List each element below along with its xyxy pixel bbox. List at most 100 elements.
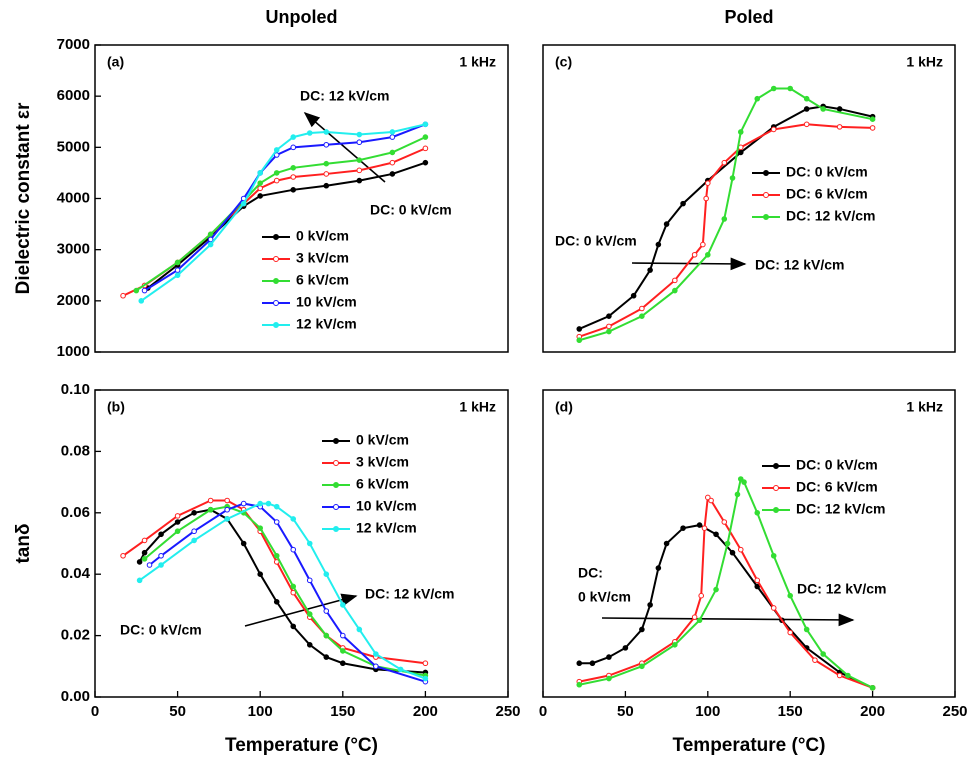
data-point <box>700 241 706 248</box>
data-point <box>397 666 404 673</box>
data-point <box>257 180 264 186</box>
column-title: Poled <box>724 7 773 27</box>
data-point <box>257 525 264 531</box>
data-point <box>273 599 280 605</box>
data-point <box>356 139 363 146</box>
legend-marker <box>273 278 279 284</box>
data-point <box>141 556 148 562</box>
data-point <box>323 632 330 639</box>
data-point <box>422 660 429 667</box>
data-point <box>721 216 728 222</box>
data-point <box>273 170 280 176</box>
data-point <box>356 131 363 138</box>
x-tick-label: 200 <box>860 703 885 720</box>
legend-label: DC: 6 kV/cm <box>796 479 878 495</box>
data-point <box>734 491 741 498</box>
series-line <box>140 123 426 302</box>
data-point <box>422 134 429 140</box>
data-point <box>389 159 396 166</box>
arrow <box>601 613 855 627</box>
data-point <box>306 611 313 617</box>
y-tick-label: 7000 <box>57 36 90 53</box>
y-tick-label: 3000 <box>57 241 90 258</box>
arrow <box>244 593 358 627</box>
data-point <box>146 562 153 568</box>
legend-marker <box>333 460 339 466</box>
data-point <box>257 500 264 507</box>
data-point <box>373 651 379 657</box>
legend-label: 12 kV/cm <box>296 316 357 332</box>
data-point <box>663 221 670 227</box>
x-tick-label: 50 <box>617 703 634 720</box>
legend-label: 6 kV/cm <box>356 476 409 492</box>
data-point <box>647 267 653 273</box>
data-point <box>224 506 230 513</box>
data-point <box>290 589 297 596</box>
data-point <box>691 251 698 258</box>
data-point <box>306 642 313 648</box>
data-point <box>812 657 818 663</box>
data-point <box>136 577 143 584</box>
data-point <box>663 540 670 547</box>
legend-label: 10 kV/cm <box>356 498 417 514</box>
data-point <box>708 497 714 504</box>
data-point <box>340 660 346 667</box>
data-point <box>240 500 247 507</box>
column-title: Unpoled <box>266 7 338 27</box>
x-axis-title: Temperature (°C) <box>673 735 826 756</box>
data-point <box>290 583 297 590</box>
data-point <box>273 152 280 158</box>
legend-label: 12 kV/cm <box>356 520 417 536</box>
data-point <box>787 85 794 92</box>
data-point <box>754 510 761 516</box>
annotation: DC: 0 kV/cm <box>120 622 202 638</box>
data-point <box>191 528 197 535</box>
x-tick-label: 50 <box>169 703 186 720</box>
data-point <box>787 592 794 599</box>
data-point <box>356 177 363 184</box>
data-point <box>672 642 678 648</box>
data-point <box>356 167 363 174</box>
data-point <box>672 287 678 294</box>
data-point <box>306 577 313 584</box>
x-tick-label: 150 <box>330 703 355 720</box>
data-point <box>705 494 711 501</box>
legend-marker <box>273 234 279 240</box>
data-point <box>803 121 810 128</box>
data-point <box>803 106 810 112</box>
arrow <box>303 111 386 183</box>
series-line <box>122 499 426 665</box>
y-tick-label: 0.04 <box>61 565 91 582</box>
data-point <box>158 552 164 559</box>
data-point <box>323 171 330 177</box>
data-point <box>721 159 728 166</box>
data-point <box>589 660 596 667</box>
panel-label: (c) <box>555 54 572 70</box>
data-point <box>836 106 843 112</box>
data-point <box>257 185 264 192</box>
data-point <box>713 586 719 593</box>
data-point <box>191 510 197 516</box>
data-point <box>820 651 826 657</box>
data-point <box>422 121 429 128</box>
data-point <box>265 500 272 507</box>
data-point <box>576 681 583 688</box>
frequency-label: 1 kHz <box>459 399 496 415</box>
data-point <box>323 182 330 189</box>
data-point <box>703 195 709 202</box>
data-point <box>770 605 777 611</box>
data-point <box>290 546 297 553</box>
data-point <box>576 337 583 344</box>
y-tick-label: 0.10 <box>61 381 90 398</box>
data-point <box>729 549 736 556</box>
data-point <box>273 177 280 184</box>
data-point <box>290 144 297 151</box>
data-point <box>323 160 330 167</box>
y-tick-label: 1000 <box>57 343 90 360</box>
legend-label: DC: 0 kV/cm <box>786 164 868 180</box>
data-point <box>696 522 703 528</box>
data-point <box>290 134 297 140</box>
data-point <box>705 251 711 258</box>
data-point <box>803 626 810 633</box>
x-tick-label: 250 <box>495 703 520 720</box>
